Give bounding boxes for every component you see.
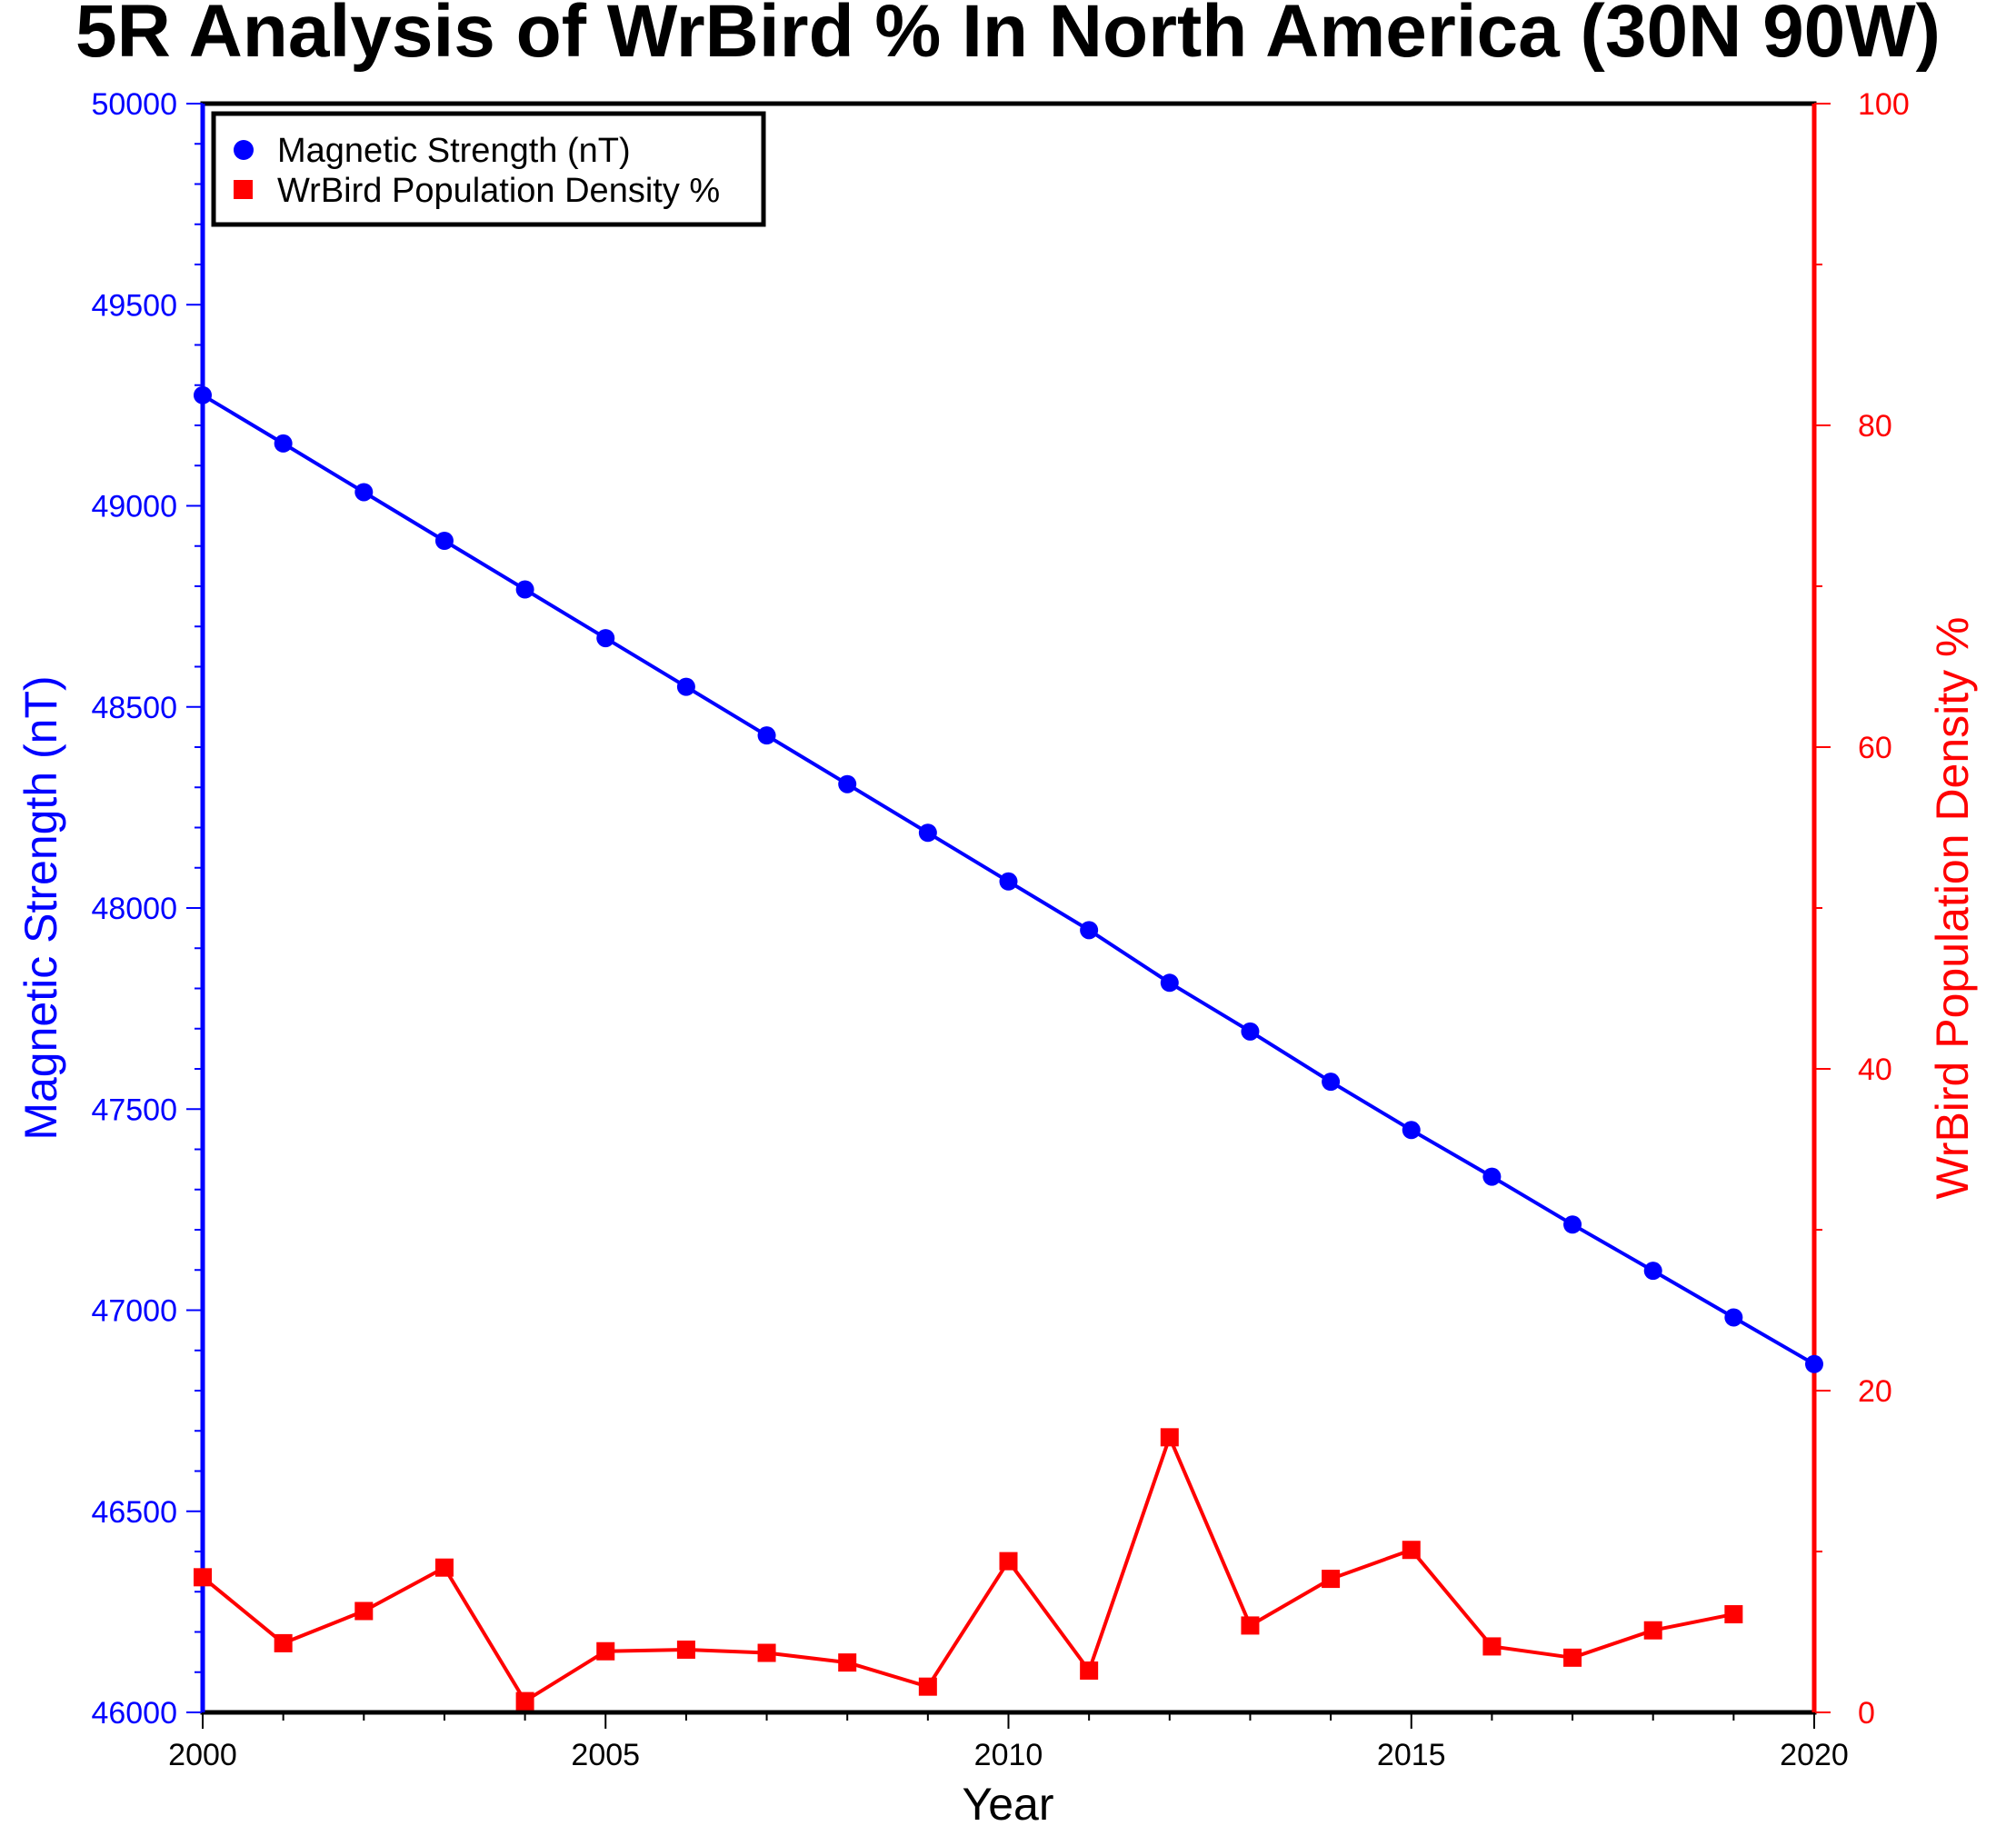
wrbird-density-point (757, 1643, 776, 1662)
wrbird-density-point (1724, 1605, 1743, 1624)
right-tick-label: 40 (1858, 1053, 1892, 1087)
magnetic-strength-point (194, 385, 212, 404)
right-y-axis-label: WrBird Population Density % (1927, 616, 1978, 1199)
wrbird-density-point (1322, 1570, 1341, 1589)
wrbird-density-point (999, 1552, 1018, 1571)
magnetic-strength-point (1241, 1022, 1260, 1041)
magnetic-strength-point (1482, 1167, 1502, 1186)
magnetic-strength-point (1643, 1262, 1662, 1281)
x-axis-label: Year (962, 1779, 1053, 1826)
magnetic-strength-point (676, 677, 695, 696)
wrbird-density-point (1241, 1616, 1260, 1635)
left-y-axis-label: Magnetic Strength (nT) (15, 675, 66, 1140)
left-tick-label: 50000 (91, 87, 177, 122)
left-tick-label: 49500 (91, 288, 177, 323)
x-axis: 2000 2005 2010 2015 2020 (168, 1712, 1849, 1772)
magnetic-strength-point (1563, 1215, 1582, 1234)
magnetic-strength-point (434, 531, 454, 550)
wrbird-density-point (354, 1601, 374, 1621)
right-y-axis: 0 20 40 60 80 100 (1811, 87, 1910, 1731)
magnetic-strength-point (838, 774, 857, 793)
magnetic-strength-point (1322, 1073, 1341, 1092)
x-tick-label: 2005 (571, 1738, 640, 1772)
magnetic-strength-point (918, 823, 937, 843)
right-tick-label: 20 (1858, 1374, 1892, 1409)
series-magnetic-strength (194, 385, 1823, 1373)
legend-label-magnetic-strength: Magnetic Strength (nT) (277, 132, 631, 170)
magnetic-strength-point (1160, 973, 1179, 993)
left-tick-label: 46500 (91, 1495, 177, 1530)
wrbird-density-point (1080, 1661, 1099, 1680)
left-y-axis: 46000 46500 47000 47500 48000 48500 49000 49500… (91, 87, 205, 1731)
wrbird-density-point (596, 1641, 615, 1661)
wrbird-density-point (1482, 1637, 1502, 1656)
magnetic-strength-point (999, 872, 1018, 891)
magnetic-strength-point (1080, 921, 1099, 940)
left-tick-label: 47000 (91, 1294, 177, 1329)
wrbird-density-line (201, 1435, 1734, 1703)
right-tick-label: 0 (1858, 1696, 1875, 1731)
left-tick-label: 46000 (91, 1696, 177, 1731)
magnetic-strength-point (1724, 1308, 1743, 1327)
x-tick-label: 2015 (1377, 1738, 1446, 1772)
magnetic-strength-point (1805, 1354, 1823, 1373)
left-tick-label: 48500 (91, 691, 177, 725)
left-tick-label: 48000 (91, 892, 177, 926)
left-tick-label: 49000 (91, 490, 177, 524)
legend-label-wrbird-density: WrBird Population Density % (277, 172, 720, 210)
wrbird-density-point (1643, 1621, 1662, 1640)
magnetic-strength-point (596, 629, 615, 648)
wrbird-density-point (1402, 1541, 1421, 1560)
legend-marker-magnetic-strength (234, 140, 254, 160)
right-tick-label: 100 (1858, 87, 1910, 122)
legend-marker-wrbird-density (234, 180, 253, 199)
magnetic-strength-point (757, 726, 776, 745)
x-tick-label: 2010 (974, 1738, 1043, 1772)
left-tick-label: 47500 (91, 1093, 177, 1127)
wrbird-density-point (918, 1677, 937, 1696)
magnetic-strength-point (354, 483, 374, 502)
magnetic-strength-point (515, 580, 534, 599)
x-tick-label: 2000 (168, 1738, 237, 1772)
wrbird-density-point (676, 1640, 695, 1659)
wrbird-density-point (194, 1568, 212, 1587)
right-tick-label: 80 (1858, 409, 1892, 444)
wrbird-density-point (1160, 1428, 1179, 1447)
wrbird-density-point (515, 1691, 534, 1711)
wrbird-density-point (1563, 1648, 1582, 1667)
legend-box (211, 111, 766, 227)
magnetic-strength-point (1402, 1121, 1421, 1140)
legend: Magnetic Strength (nT) WrBird Population… (211, 111, 766, 227)
wrbird-density-point (838, 1653, 857, 1672)
x-tick-label: 2020 (1780, 1738, 1849, 1772)
right-tick-label: 60 (1858, 731, 1892, 765)
wrbird-density-point (274, 1633, 293, 1652)
plot-frame (200, 101, 1817, 1715)
magnetic-strength-point (274, 434, 293, 453)
series-wrbird-density (194, 1428, 1743, 1711)
wrbird-density-point (434, 1558, 454, 1577)
chart-title: 5R Analysis of WrBird % In North America… (75, 0, 1941, 73)
